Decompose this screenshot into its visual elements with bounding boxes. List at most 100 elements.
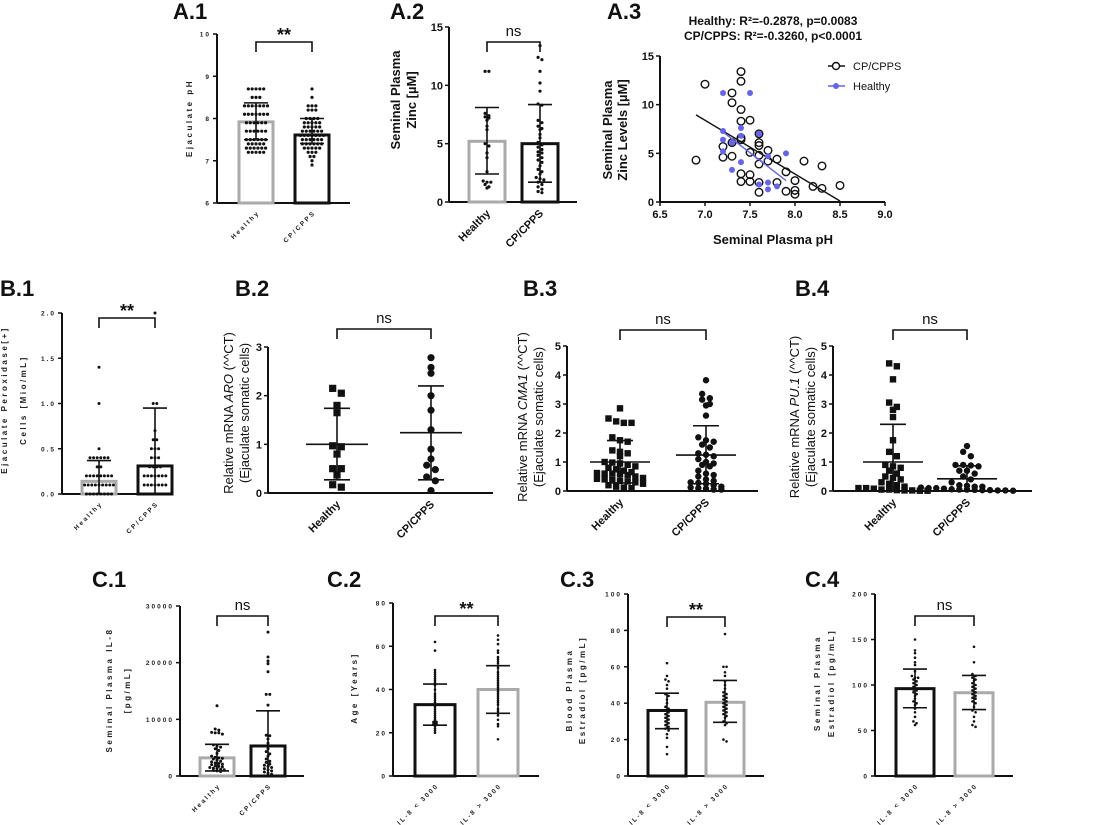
data-point [667,725,670,729]
data-point [266,655,270,659]
data-point [244,121,248,125]
y-axis-label-part: Seminal Plasma [600,80,615,180]
y-tick-label: 3 [821,399,827,411]
data-point [320,138,324,142]
data-point [262,150,266,154]
category-label: Healthy [863,496,900,533]
data-point [435,720,438,724]
data-point [302,125,306,129]
y-tick-label: 40 [376,687,387,694]
data-point [302,133,306,137]
data-point [916,676,920,680]
data-point [913,723,917,727]
data-point [481,179,485,183]
data-point [885,399,893,406]
data-point [612,483,620,490]
regression-line [722,131,787,182]
data-point [687,479,694,486]
data-point [250,142,254,146]
data-point [971,696,974,700]
panel-c-2: C.2 Age [Years] 0 20 40 60 80 IL-8 < 3000 IL-8 >… [327,567,539,825]
data-point [321,133,326,137]
y-axis-label-part: [pg/mL] [123,667,132,714]
data-point [84,474,88,478]
y-tick-label: 20000 [146,660,174,667]
data-point [912,681,915,685]
y-tick-label: 200 [852,592,869,599]
y-tick-label: 20 [376,730,387,737]
significance-bracket [336,328,432,339]
data-point [306,108,310,112]
y-tick-label: 60 [611,664,622,671]
data-point [213,747,217,751]
data-point [318,125,322,129]
data-point [433,677,437,680]
data-point [431,466,439,474]
y-axis-label: Ejaculate Peroxidase[+] [0,326,9,474]
data-point [698,441,706,448]
bar [293,133,331,205]
data-point [97,447,101,451]
data-point-cp-cpps [700,79,710,89]
y-tick-label: 2 [256,391,262,403]
data-point [878,479,885,486]
data-point [665,736,669,740]
data-point [971,681,974,685]
significance-bracket [892,329,968,340]
data-point-cp-cpps [754,138,764,148]
category-label: CP/CPPS [394,499,437,542]
data-point [702,402,710,409]
data-point [967,453,975,460]
data-point [702,377,710,384]
data-point [155,465,159,469]
data-point [258,150,262,154]
data-point-cp-cpps [718,152,728,162]
data-point [217,728,221,732]
y-axis-label: Estradiol [pg/mL] [578,636,587,744]
data-point [264,129,268,133]
data-point [88,474,92,478]
data-point [723,670,727,674]
data-point [940,485,948,492]
data-point [667,694,670,698]
data-point [536,145,540,149]
data-point [889,376,897,383]
data-point [318,133,322,137]
data-point [266,703,270,707]
data-point [667,718,670,721]
panel-label: C.2 [327,567,361,592]
y-tick-label: 3 [256,342,262,354]
data-point [496,714,500,717]
y-axis-label-part: Zinc Levels [µM] [615,79,630,180]
data-point [664,723,667,727]
y-axis-label: Seminal Plasma [600,80,615,180]
data-point [149,456,153,460]
data-point [314,121,318,125]
data-point [698,461,706,469]
y-axis-label-part: Estradiol [pg/mL] [578,636,587,744]
category-label: Healthy [191,782,222,813]
data-point [310,108,314,112]
data-point-healthy [729,139,735,146]
data-point [632,463,639,470]
data-point [333,401,341,409]
y-axis-label-part: Blood Plasma [565,649,574,732]
data-point-healthy [765,179,771,186]
data-point [110,474,114,478]
data-point [912,678,915,681]
data-point [665,687,669,690]
data-point [86,483,90,487]
data-point [710,438,717,445]
significance-label: ** [459,599,473,619]
data-point [723,674,727,678]
data-point [979,486,986,494]
y-axis-label-part: Seminal Plasma [813,635,822,731]
data-point [893,403,901,411]
panel-a-2: A.2 Seminal Plasma Zinc [µM] 0 5 10 15 Healthy C… [388,0,577,250]
y-tick-label: 4 [821,370,828,382]
data-point [215,704,219,708]
data-point [423,473,431,481]
data-point [695,467,702,474]
panel-label: C.3 [560,567,594,592]
significance-bracket [434,615,499,626]
